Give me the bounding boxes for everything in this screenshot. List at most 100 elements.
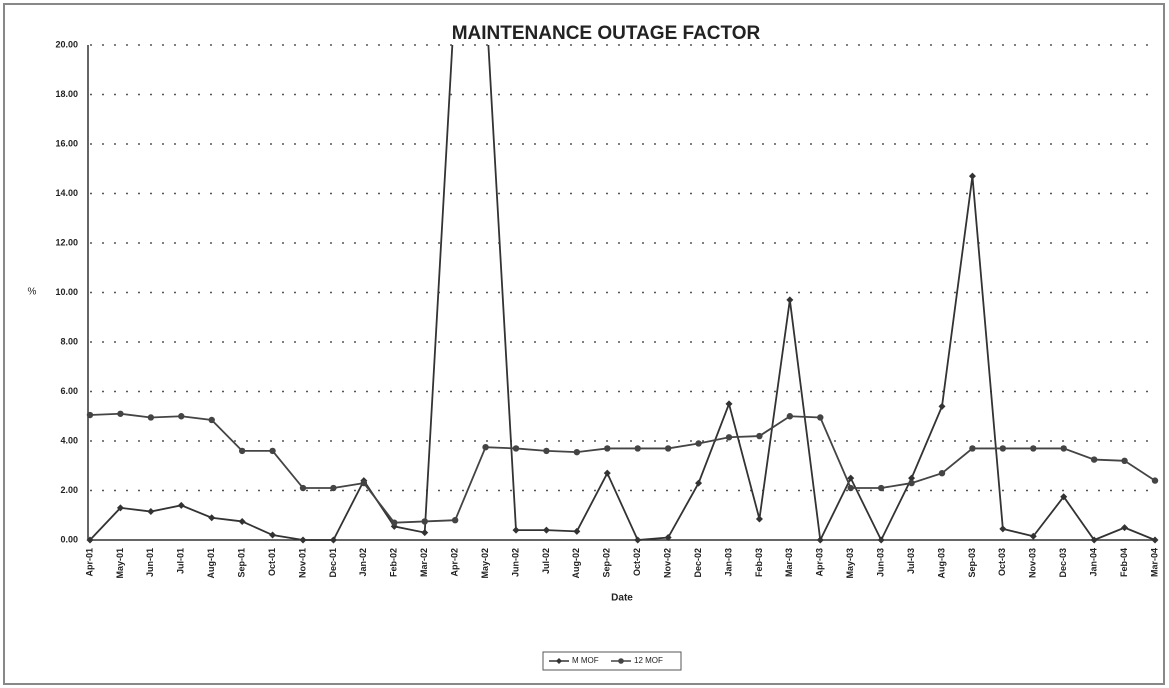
point-marker xyxy=(451,517,459,524)
chart-title: MAINTENANCE OUTAGE FACTOR xyxy=(452,23,761,44)
x-tick-label: Nov-02 xyxy=(663,548,673,578)
point-marker xyxy=(755,515,763,523)
y-tick-label: 8.00 xyxy=(60,336,78,346)
x-tick-label: Jan-04 xyxy=(1089,548,1099,577)
point-marker xyxy=(908,479,915,487)
plot-area xyxy=(86,45,1159,544)
point-marker xyxy=(664,445,672,452)
point-marker xyxy=(847,484,854,492)
x-tick-label: Oct-03 xyxy=(997,548,1007,576)
x-tick-label: Mar-02 xyxy=(419,548,429,577)
x-tick-label: Jan-03 xyxy=(723,548,733,577)
point-marker xyxy=(877,536,885,544)
point-marker xyxy=(664,534,672,542)
x-tick-label: Jun-01 xyxy=(145,548,155,577)
point-marker xyxy=(1030,445,1037,452)
x-tick-label: Aug-03 xyxy=(936,548,946,579)
point-marker xyxy=(634,536,642,544)
x-tick-label: Sep-02 xyxy=(602,548,612,578)
point-marker xyxy=(695,440,702,447)
point-marker xyxy=(999,445,1007,452)
point-marker xyxy=(269,447,276,455)
point-marker xyxy=(847,474,855,482)
point-marker xyxy=(1090,536,1098,544)
point-marker xyxy=(695,479,703,487)
legend-marker xyxy=(556,658,562,664)
point-marker xyxy=(1151,477,1159,484)
y-tick-label: 10.00 xyxy=(55,287,78,297)
point-marker xyxy=(329,536,337,544)
point-marker xyxy=(877,484,885,492)
y-tick-label: 18.00 xyxy=(55,89,78,99)
point-marker xyxy=(1121,457,1128,464)
point-marker xyxy=(604,445,611,452)
point-marker xyxy=(178,413,185,420)
x-tick-label: Nov-01 xyxy=(297,548,307,578)
point-marker xyxy=(756,432,763,440)
y-tick-label: 0.00 xyxy=(60,534,78,544)
point-marker xyxy=(116,504,124,512)
y-tick-label: 12.00 xyxy=(55,237,78,247)
x-tick-label: Nov-03 xyxy=(1028,548,1038,578)
x-tick-label: Oct-02 xyxy=(632,548,642,576)
point-marker xyxy=(421,529,429,537)
point-marker xyxy=(1090,456,1098,463)
x-tick-label: Aug-01 xyxy=(206,548,216,579)
point-marker xyxy=(938,469,946,477)
legend-label: M MOF xyxy=(572,656,599,665)
point-marker xyxy=(238,447,246,455)
point-marker xyxy=(360,479,368,487)
point-marker xyxy=(786,413,794,420)
x-tick-label: Jun-02 xyxy=(510,548,520,577)
x-tick-label: Jun-03 xyxy=(876,548,886,577)
point-marker xyxy=(512,526,520,534)
point-marker xyxy=(969,445,976,452)
legend-label: 12 MOF xyxy=(634,656,663,665)
point-marker xyxy=(938,402,946,410)
point-marker xyxy=(1060,493,1068,501)
x-tick-label: Jul-02 xyxy=(541,548,551,574)
point-marker xyxy=(542,526,550,534)
x-tick-label: Aug-02 xyxy=(571,548,581,579)
x-tick-label: Jan-02 xyxy=(358,548,368,577)
point-marker xyxy=(147,508,155,516)
point-marker xyxy=(725,434,733,441)
point-marker xyxy=(1029,532,1037,540)
x-tick-label: Mar-03 xyxy=(784,548,794,577)
x-tick-label: Apr-01 xyxy=(84,548,94,577)
point-marker xyxy=(1121,524,1129,532)
point-marker xyxy=(269,531,277,539)
point-marker xyxy=(177,501,185,509)
y-tick-label: 4.00 xyxy=(60,435,78,445)
point-marker xyxy=(725,400,733,408)
x-tick-label: Dec-01 xyxy=(328,548,338,578)
x-tick-label: May-01 xyxy=(115,548,125,579)
x-tick-label: Sep-01 xyxy=(237,548,247,578)
point-marker xyxy=(968,172,976,180)
point-marker xyxy=(573,527,581,535)
point-marker xyxy=(117,410,124,417)
point-marker xyxy=(816,536,824,544)
x-tick-label: Sep-03 xyxy=(967,548,977,578)
point-marker xyxy=(238,517,246,525)
point-marker xyxy=(634,445,641,452)
x-tick-label: Apr-03 xyxy=(815,548,825,577)
y-tick-label: 2.00 xyxy=(60,485,78,495)
x-tick-label: Apr-02 xyxy=(450,548,460,577)
x-tick-label: Mar-04 xyxy=(1149,548,1159,577)
point-marker xyxy=(421,518,428,525)
point-marker xyxy=(573,448,581,456)
point-marker xyxy=(147,414,155,421)
point-marker xyxy=(817,414,824,421)
legend-marker xyxy=(618,658,624,664)
x-tick-label: Dec-02 xyxy=(693,548,703,578)
point-marker xyxy=(86,411,94,419)
point-marker xyxy=(908,474,916,482)
point-marker xyxy=(299,484,307,492)
x-tick-label: Feb-03 xyxy=(754,548,764,577)
point-marker xyxy=(391,519,398,526)
point-marker xyxy=(299,536,307,544)
point-marker xyxy=(1151,536,1159,544)
x-axis-label: Date xyxy=(611,593,633,604)
x-tick-label: Oct-01 xyxy=(267,548,277,576)
